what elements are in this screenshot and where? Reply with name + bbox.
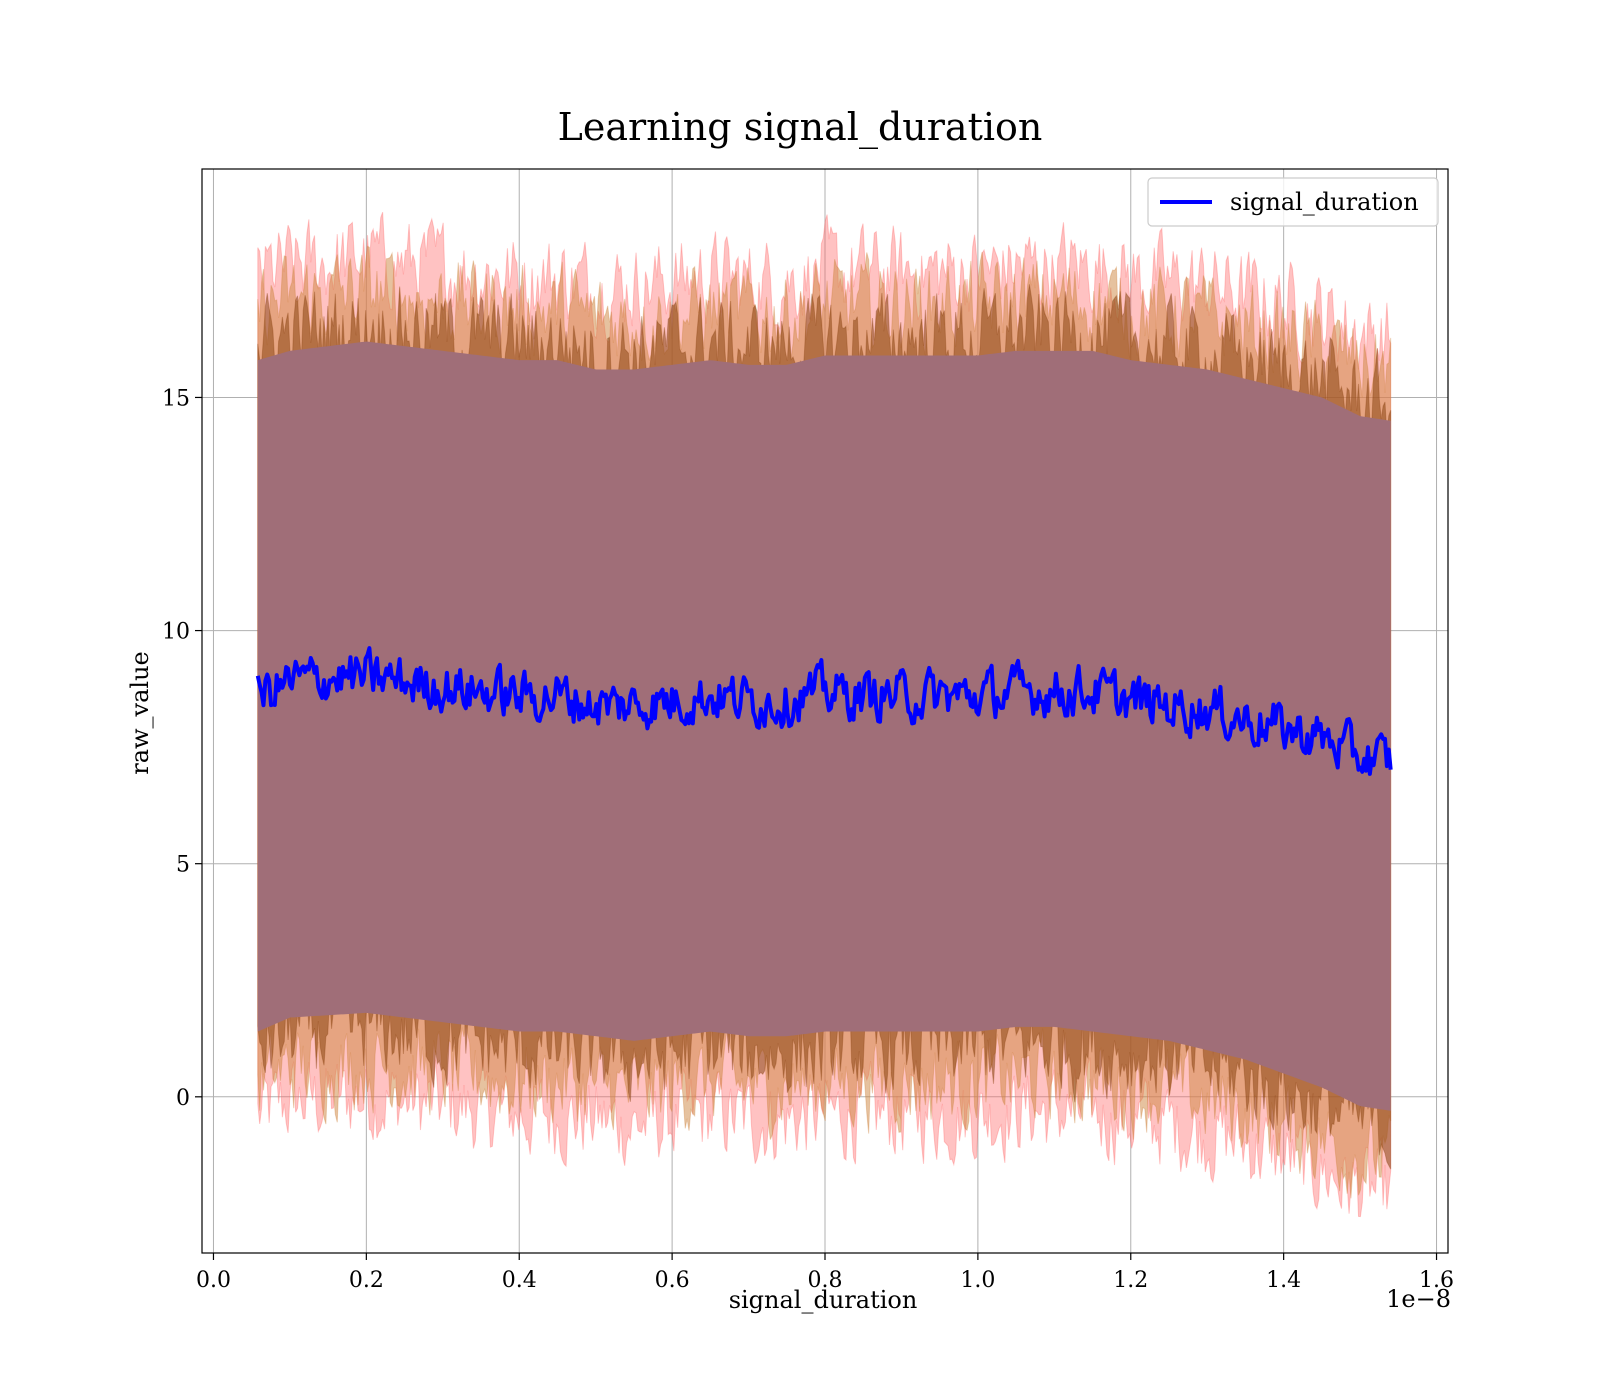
x-tick-label: 1.4 [1266, 1268, 1301, 1293]
spread-bands [257, 211, 1392, 1218]
legend-box [1147, 177, 1439, 227]
x-tick-label: 0.4 [502, 1268, 537, 1293]
x-axis-ticks: 0.0 0.2 0.4 0.6 0.8 1.0 1.2 1.4 1.6 [196, 1253, 1454, 1293]
series-line-signal-duration [255, 646, 1393, 776]
x-axis-label: signal_duration [729, 1286, 918, 1314]
x-tick-label: 1.2 [1113, 1268, 1148, 1293]
plot-area [201, 168, 1449, 1254]
x-tick-label: 0.2 [349, 1268, 384, 1293]
y-tick-label: 5 [176, 853, 190, 878]
y-axis-ticks: 0 5 10 15 [162, 386, 202, 1111]
y-tick-label: 15 [162, 386, 190, 411]
y-tick-label: 10 [162, 620, 190, 645]
y-tick-label: 0 [176, 1086, 190, 1111]
legend-label-signal-duration: signal_duration [1230, 188, 1419, 216]
chart-title: Learning signal_duration [558, 105, 1043, 150]
x-axis-offset-label: 1e−8 [1386, 1285, 1451, 1313]
x-tick-label: 0.6 [655, 1268, 690, 1293]
x-tick-label: 0.0 [196, 1268, 231, 1293]
legend: signal_duration [1147, 177, 1439, 227]
band-core [257, 341, 1391, 1111]
y-axis-label: raw_value [126, 651, 154, 775]
x-tick-label: 0.8 [808, 1268, 843, 1293]
x-tick-label: 1.6 [1419, 1268, 1454, 1293]
x-tick-label: 1.0 [960, 1268, 995, 1293]
